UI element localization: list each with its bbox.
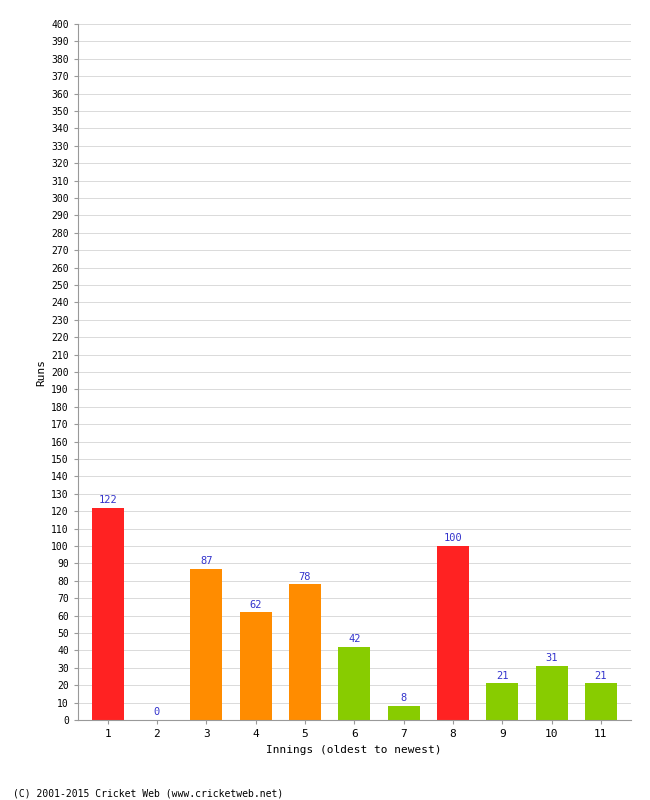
Bar (387, 706, 420, 720)
Bar (289, 584, 321, 720)
Text: 31: 31 (545, 654, 558, 663)
Text: 87: 87 (200, 556, 213, 566)
Bar (536, 666, 567, 720)
Bar (92, 508, 124, 720)
Text: 100: 100 (443, 534, 462, 543)
X-axis label: Innings (oldest to newest): Innings (oldest to newest) (266, 745, 442, 754)
Bar (190, 569, 222, 720)
Text: 62: 62 (250, 599, 262, 610)
Text: (C) 2001-2015 Cricket Web (www.cricketweb.net): (C) 2001-2015 Cricket Web (www.cricketwe… (13, 788, 283, 798)
Bar (585, 683, 617, 720)
Text: 122: 122 (98, 495, 117, 505)
Text: 21: 21 (496, 671, 508, 681)
Text: 21: 21 (595, 671, 607, 681)
Text: 8: 8 (400, 694, 407, 703)
Text: 0: 0 (154, 707, 160, 718)
Bar (437, 546, 469, 720)
Bar (240, 612, 272, 720)
Bar (338, 647, 370, 720)
Text: 78: 78 (298, 572, 311, 582)
Bar (486, 683, 518, 720)
Text: 42: 42 (348, 634, 361, 644)
Y-axis label: Runs: Runs (36, 358, 46, 386)
